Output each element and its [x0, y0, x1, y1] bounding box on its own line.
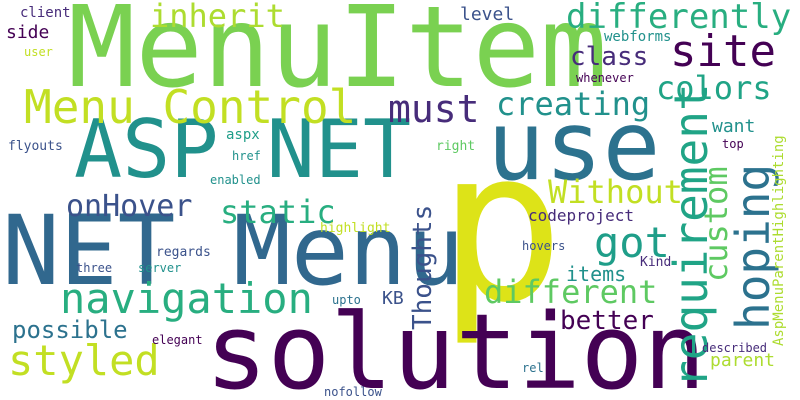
word-aspmenuparenthighlighting: AspMenuParentHighlighting	[771, 135, 787, 346]
word-server: server	[138, 261, 182, 275]
word-client: client	[20, 5, 71, 21]
word-solution: solution	[205, 291, 706, 400]
word-flyouts: flyouts	[8, 139, 63, 154]
word-without: Without	[548, 173, 683, 211]
word-want: want	[712, 116, 756, 137]
word-inherit: inherit	[150, 0, 285, 35]
word-navigation: navigation	[60, 274, 313, 323]
word-possible: possible	[12, 316, 128, 344]
word-rel: rel	[522, 361, 544, 375]
word-level: level	[460, 4, 515, 25]
word-site: site	[670, 26, 776, 77]
word-differently: differently	[566, 0, 792, 37]
word-got: got	[594, 218, 670, 267]
word-webforms: webforms	[604, 29, 672, 45]
word-enabled: enabled	[210, 173, 261, 187]
word-menu-control: Menu Control	[24, 80, 357, 134]
word-three: three	[76, 261, 113, 275]
word-highlight: highlight	[320, 221, 391, 236]
word-aspx: aspx	[226, 127, 260, 143]
word-net-menu: NET Menu	[2, 195, 465, 307]
word-right: right	[436, 139, 476, 154]
word-creating: creating	[496, 85, 651, 123]
word-thoughts: Thoughts	[408, 204, 438, 330]
word-codeproject: codeproject	[528, 206, 634, 225]
word-asp-net: ASP NET	[74, 103, 412, 196]
word-nofollow: nofollow	[324, 385, 382, 399]
word-kind: Kind	[640, 255, 672, 270]
word-upto: upto	[332, 293, 361, 307]
word-p: p	[438, 104, 565, 349]
word-better: better	[560, 306, 654, 336]
word-styled: styled	[8, 336, 160, 385]
word-static: static	[220, 193, 336, 231]
word-kb: KB	[382, 288, 404, 309]
word-items: items	[566, 262, 627, 286]
word-user: user	[24, 45, 53, 59]
word-menuitem: MenuItem	[68, 0, 608, 113]
word-regards: regards	[156, 245, 211, 260]
word-class: class	[570, 42, 649, 72]
word-elegant: elegant	[152, 333, 203, 347]
word-href: href	[232, 149, 261, 163]
word-whenever: whenever	[576, 71, 634, 85]
word-must: must	[388, 87, 480, 131]
word-colors: colors	[656, 69, 772, 107]
word-onhover: onHover	[66, 189, 193, 224]
word-described: described	[702, 341, 768, 355]
word-use: use	[487, 90, 661, 202]
word-side: side	[6, 22, 50, 43]
word-custom: custom	[697, 166, 735, 282]
word-parent: parent	[710, 350, 776, 371]
word-different: different	[484, 273, 658, 311]
word-top: top	[722, 137, 744, 151]
word-hoping: hoping	[726, 163, 780, 330]
word-hovers: hovers	[522, 239, 566, 253]
